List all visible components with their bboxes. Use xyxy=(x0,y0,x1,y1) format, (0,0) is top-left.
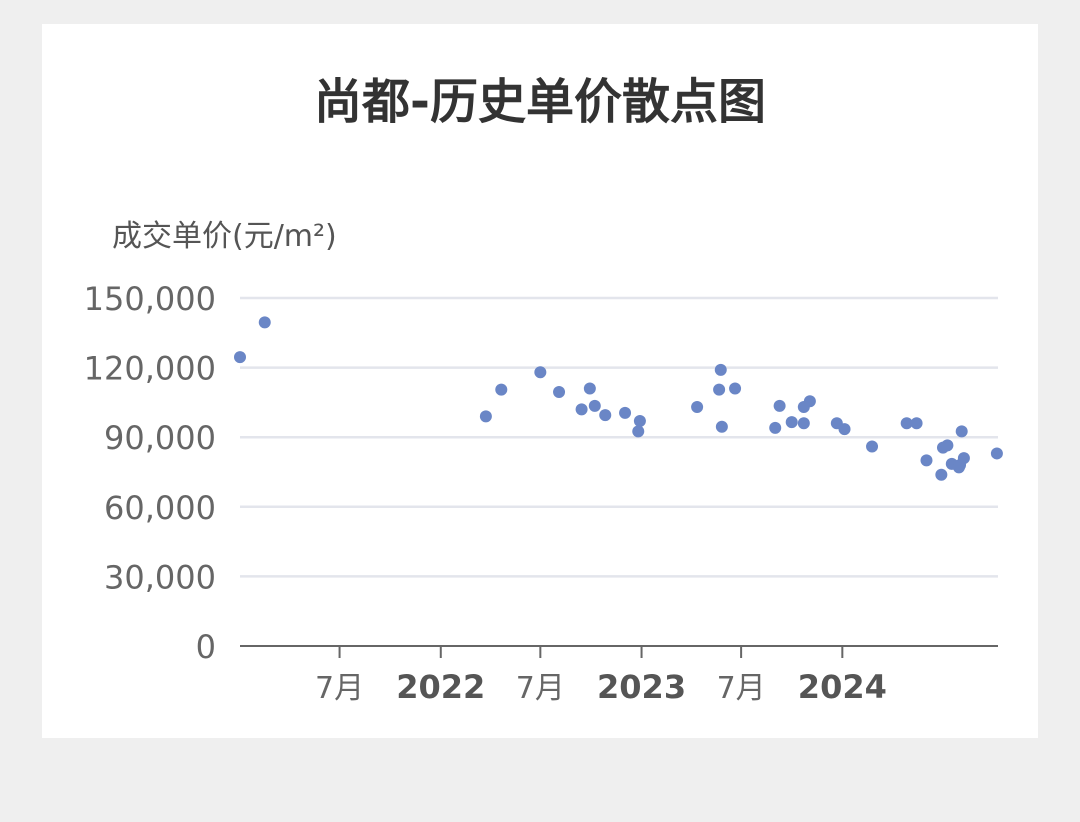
scatter-point xyxy=(729,382,742,395)
x-tick-label: 2022 xyxy=(396,668,485,706)
scatter-point xyxy=(935,468,948,481)
scatter-point xyxy=(495,383,508,396)
y-tick-label: 0 xyxy=(196,628,216,666)
scatter-point xyxy=(234,351,246,364)
scatter-point xyxy=(588,399,601,412)
scatter-point xyxy=(479,410,492,423)
x-axis: 7月 2022 7月 2023 7月 2024 xyxy=(240,645,998,706)
scatter-point xyxy=(803,395,816,408)
scatter-point xyxy=(632,425,645,438)
x-tick-label: 2023 xyxy=(597,668,686,706)
x-tick-label: 7月 xyxy=(315,671,364,706)
scatter-point xyxy=(258,316,271,329)
scatter-point xyxy=(633,414,646,427)
scatter-point xyxy=(534,366,547,379)
y-tick-label: 90,000 xyxy=(104,419,216,457)
scatter-point xyxy=(990,447,1003,460)
gridlines xyxy=(240,296,998,578)
scatter-point xyxy=(900,417,913,430)
y-axis-label: 成交单价(元/m²) xyxy=(112,219,337,254)
y-tick-label: 30,000 xyxy=(104,558,216,596)
scatter-point xyxy=(619,406,632,419)
scatter-point xyxy=(866,440,879,453)
scatter-point xyxy=(714,363,727,376)
scatter-point xyxy=(583,382,596,395)
scatter-point xyxy=(769,421,782,434)
scatter-point xyxy=(785,416,798,429)
scatter-point xyxy=(713,383,726,396)
scatter-point xyxy=(691,401,704,414)
scatter-point xyxy=(920,454,933,467)
scatter-point xyxy=(957,452,970,465)
y-tick-label: 120,000 xyxy=(84,350,216,388)
scatter-point xyxy=(553,385,566,398)
scatter-point xyxy=(910,417,923,430)
y-tick-label: 150,000 xyxy=(84,280,216,318)
chart-card xyxy=(42,24,1038,738)
scatter-point xyxy=(599,409,612,422)
scatter-point xyxy=(838,423,851,436)
scatter-point xyxy=(941,439,954,452)
data-points xyxy=(234,316,1003,481)
scatter-point xyxy=(773,399,786,412)
y-tick-label: 60,000 xyxy=(104,489,216,527)
x-tick-label: 2024 xyxy=(798,668,887,706)
scatter-point xyxy=(955,425,968,438)
y-axis-ticks: 0 30,000 60,000 90,000 120,000 150,000 xyxy=(84,280,216,666)
scatter-point xyxy=(575,403,588,416)
scatter-point xyxy=(715,420,728,433)
x-tick-label: 7月 xyxy=(516,671,565,706)
scatter-point xyxy=(797,417,810,430)
x-tick-label: 7月 xyxy=(717,671,766,706)
chart-title: 尚都-历史单价散点图 xyxy=(314,74,766,130)
